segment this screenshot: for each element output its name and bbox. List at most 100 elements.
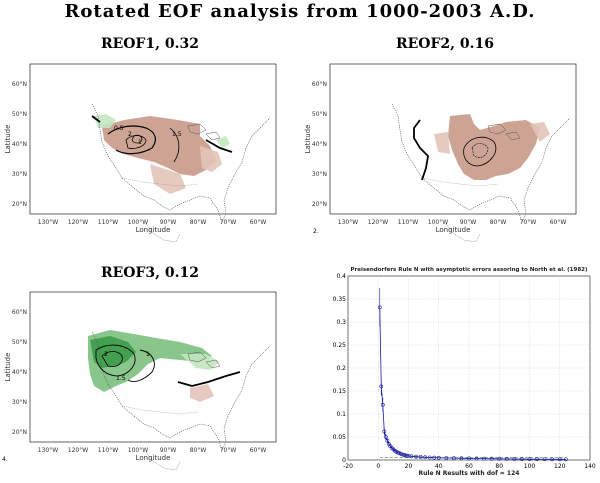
data-point [432,455,437,460]
lon-tick-label: 120°W [368,219,388,226]
lat-tick-label: 20°N [12,201,27,208]
y-tick-label: 0.1 [336,411,346,418]
plot-xlabel: Rule N Results with dof = 124 [419,470,520,477]
contour-line-1 [125,135,147,149]
lat-tick-label: 50°N [312,111,327,118]
anomaly-patch-4 [216,136,230,148]
contour-label: 1.5 [172,131,182,138]
map-reof1-svg: 0.5 21 1.5 130°W 120°W 110°W 100°W 90°W 80°W 70°W… [4,63,277,242]
rule-n-plot-panel: Preisendorfers Rule N with asymptotic er… [330,262,600,479]
lon-tick-label: 120°W [68,447,88,454]
lon-tick-label: 90°W [160,219,177,226]
contour-line-1 [471,143,489,158]
x-tick-label: 40 [435,463,443,470]
contour-label: 2 [128,131,132,138]
data-point [542,457,547,462]
lat-tick-label: 50°N [12,339,27,346]
contour-line-0 [463,136,497,167]
map-panel-reof1: 0.5 2 1 1.5 130°W 120°W 110°W 100°W 90°W 80°W 70°W… [0,52,300,242]
y-tick-label: 0.3 [336,319,346,326]
mexico-coast [145,223,181,242]
lon-tick-label: 100°W [128,219,148,226]
map-xlabel: Longitude [136,226,171,234]
great-lakes [187,123,221,141]
lat-tick-label: 20°N [12,429,27,436]
contour-line-5 [205,139,233,153]
contour-line-3 [177,371,241,387]
coastline [91,103,271,223]
contour-line-2 [131,134,143,144]
map-content: 130°W 120°W 110°W 100°W 90°W 80°W 70°W 60°W 60°N… [304,63,577,242]
lon-tick-label: 60°W [250,219,267,226]
lat-tick-label: 40°N [312,141,327,148]
map-title-reof1: REOF1, 0.32 [100,36,200,52]
lat-tick-label: 40°N [12,369,27,376]
data-point [557,457,562,462]
x-tick-label: 0 [376,463,380,470]
map-panel-reof2: 130°W 120°W 110°W 100°W 90°W 80°W 70°W 60°W 60°N… [300,52,600,242]
data-point [451,456,456,461]
anomaly-patch-2 [434,132,450,154]
contour-line-3 [169,127,180,163]
y-tick-label: 0.25 [333,342,347,349]
lat-tick-label: 60°N [312,81,327,88]
x-tick-label: 60 [465,463,473,470]
y-tick-label: 0.4 [336,273,346,280]
lon-tick-label: 80°W [490,219,507,226]
contour-line-4 [91,115,101,123]
data-point [512,457,517,461]
lat-tick-label: 20°N [312,201,327,208]
contour-line-2 [413,119,429,181]
map-ylabel: Latitude [4,125,12,154]
lon-tick-label: 100°W [128,447,148,454]
data-point [423,455,428,460]
map-xlabel: Longitude [436,226,471,234]
x-tick-label: 20 [405,463,413,470]
lon-tick-label: 130°W [338,219,358,226]
data-point [467,456,471,461]
data-point [535,457,539,462]
lon-tick-label: 110°W [398,219,418,226]
map-content: 0.5 21 1.5 130°W 120°W 110°W 100°W 90°W 80°W 70°W… [4,63,277,242]
lat-tick-label: 30°N [12,399,27,406]
contour-label: 0.5 [114,125,124,132]
map-panel-reof3: 2 1 1.5 130°W 120°W 110°W 100°W 90°W 80°W 70°W 60°… [0,280,300,470]
map-ylabel: Latitude [304,125,312,154]
contour-line-0 [107,125,156,155]
data-point [380,402,385,407]
coastline [91,331,271,451]
x-tick-label: 140 [584,463,596,470]
lat-tick-label: 40°N [12,141,27,148]
mexico-coast [445,223,481,242]
contour-line-1 [101,351,123,367]
lat-tick-label: 60°N [12,81,27,88]
lon-tick-label: 60°W [250,447,267,454]
mexico-coast [145,451,181,470]
data-point [444,456,449,460]
data-point [489,456,494,461]
data-point [427,455,432,460]
anomaly-patch-3 [190,384,214,402]
anomaly-patch-1 [530,122,550,142]
x-tick-label: -20 [343,463,353,470]
map-reof3-svg: 2 1 1.5 130°W 120°W 110°W 100°W 90°W 80°W 70°W 60°… [4,291,277,470]
y-tick-label: 0.2 [336,365,346,372]
map-frame [29,291,277,443]
data-point [382,429,387,434]
lon-tick-label: 130°W [38,219,58,226]
data-point [377,305,382,310]
data-point [527,457,532,462]
y-tick-label: 0.35 [333,296,347,303]
main-title: Rotated EOF analysis from 1000-2003 A.D. [64,1,536,22]
anomaly-patch-1 [200,146,222,172]
lon-tick-label: 60°W [550,219,567,226]
anomaly-patch-0 [448,114,540,180]
anomaly-patch-1 [90,336,136,368]
anomaly-patch-2 [150,164,186,194]
map-title-reof3: REOF3, 0.12 [100,265,200,281]
border-line [421,177,499,187]
map-reof2-svg: 130°W 120°W 110°W 100°W 90°W 80°W 70°W 60°W 60°N… [304,63,577,242]
data-point [497,456,502,461]
plot-title: Preisendorfers Rule N with asymptotic er… [350,267,587,273]
map-ylabel: Latitude [4,353,12,382]
